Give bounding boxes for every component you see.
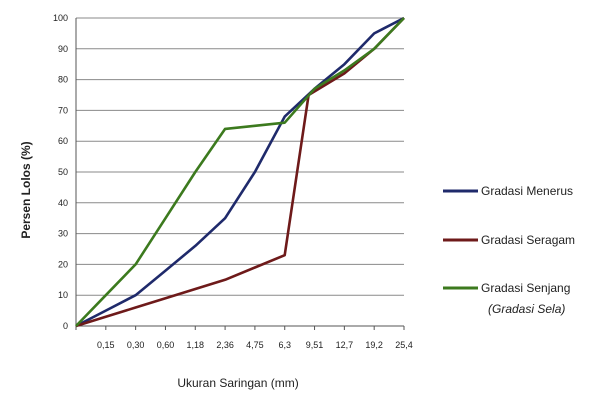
legend-label: Gradasi Menerus [481, 184, 573, 198]
x-tick-label: 0,30 [127, 340, 145, 350]
series-lines [75, 16, 405, 328]
x-tick-label: 2,36 [216, 340, 234, 350]
legend-label: Gradasi Seragam [481, 233, 575, 247]
y-tick-label: 50 [58, 167, 68, 177]
x-tick-label: 19,2 [365, 340, 383, 350]
y-tick-label: 0 [63, 321, 68, 331]
x-tick-label: 25,4 [395, 340, 413, 350]
legend: Gradasi Menerus Gradasi Seragam Gradasi Se… [443, 184, 575, 316]
x-tick-label: 6,3 [278, 340, 291, 350]
y-tick-label: 10 [58, 290, 68, 300]
y-axis-label: Persen Lolos (%) [19, 141, 33, 238]
y-tick-labels: 0 10 20 30 40 50 60 70 80 90 100 [53, 13, 68, 331]
x-tick-label: 4,75 [246, 340, 264, 350]
x-tick-label: 0,60 [157, 340, 175, 350]
legend-sublabel: (Gradasi Sela) [488, 302, 565, 316]
y-tick-label: 20 [58, 259, 68, 269]
series-line-2 [75, 17, 405, 328]
x-tick-label: 0,15 [97, 340, 115, 350]
x-tick-label: 9,51 [306, 340, 324, 350]
series-line-3 [75, 17, 405, 327]
y-tick-label: 40 [58, 198, 68, 208]
gridlines [76, 17, 404, 327]
y-tick-label: 30 [58, 229, 68, 239]
y-tick-label: 70 [58, 105, 68, 115]
series-line-1 [75, 16, 405, 328]
x-axis-label: Ukuran Saringan (mm) [177, 376, 298, 390]
x-tick-label: 1,18 [187, 340, 205, 350]
y-tick-label: 60 [58, 136, 68, 146]
y-tick-label: 90 [58, 44, 68, 54]
y-tick-label: 80 [58, 75, 68, 85]
legend-label: Gradasi Senjang [481, 281, 570, 295]
axes [75, 18, 405, 330]
y-tick-label: 100 [53, 13, 68, 23]
x-tick-label: 12,7 [336, 340, 354, 350]
x-tick-labels: 0,15 0,30 0,60 1,18 2,36 4,75 6,3 9,51 12,7 19,2 2… [97, 340, 413, 350]
